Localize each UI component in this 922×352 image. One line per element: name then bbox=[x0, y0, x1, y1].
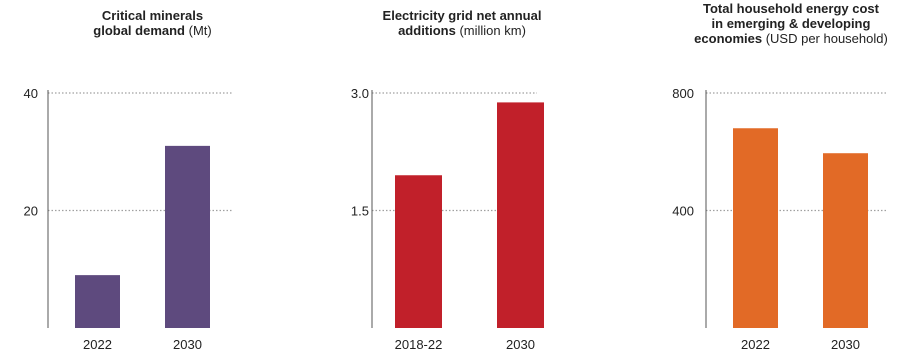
y-tick-label: 3.0 bbox=[351, 86, 369, 101]
chart-unit: (Mt) bbox=[185, 23, 212, 38]
chart-title-line: Electricity grid net annual bbox=[382, 8, 542, 23]
chart-title-line: economies bbox=[694, 31, 763, 46]
chart-title-line: Critical minerals bbox=[101, 8, 204, 23]
bar bbox=[75, 275, 120, 328]
x-tick-label: 2018-22 bbox=[395, 337, 443, 352]
bar bbox=[733, 128, 778, 328]
bar bbox=[497, 102, 544, 329]
chart-plot: 400 800 2022 2030 bbox=[672, 86, 886, 352]
chart-panel-1: Critical minerals global demand (Mt) 20 40 2… bbox=[0, 0, 307, 352]
bar bbox=[165, 145, 210, 328]
chart-title: Electricity grid net annual additions (mi… bbox=[362, 8, 562, 38]
chart-unit: (USD per household) bbox=[762, 31, 888, 46]
x-tick-label: 2022 bbox=[83, 337, 112, 352]
y-tick-label: 800 bbox=[672, 86, 694, 101]
chart-title-line: additions bbox=[398, 23, 456, 38]
x-tick-label: 2030 bbox=[173, 337, 202, 352]
y-tick-label: 40 bbox=[24, 86, 38, 101]
chart-title-line: Total household energy cost bbox=[702, 1, 879, 16]
x-tick-label: 2022 bbox=[741, 337, 770, 352]
bar bbox=[823, 153, 868, 328]
y-tick-label: 20 bbox=[24, 204, 38, 219]
chart-panel-3: Total household energy cost in emerging &… bbox=[614, 0, 921, 352]
y-tick-label: 400 bbox=[672, 204, 694, 219]
bar bbox=[395, 175, 442, 328]
y-tick-label: 1.5 bbox=[351, 204, 369, 219]
chart-plot: 20 40 2022 2030 bbox=[24, 86, 232, 352]
chart-plot: 1.5 3.0 2018-22 2030 bbox=[351, 86, 544, 352]
chart-title-line: in emerging & developing bbox=[711, 16, 871, 31]
chart-unit: (million km) bbox=[455, 23, 526, 38]
chart-title: Total household energy cost in emerging &… bbox=[666, 1, 916, 46]
x-tick-label: 2030 bbox=[506, 337, 535, 352]
x-tick-label: 2030 bbox=[831, 337, 860, 352]
chart-title: Critical minerals global demand (Mt) bbox=[65, 8, 240, 38]
chart-title-line: global demand bbox=[93, 23, 185, 38]
chart-panel-2: Electricity grid net annual additions (mi… bbox=[307, 0, 614, 352]
